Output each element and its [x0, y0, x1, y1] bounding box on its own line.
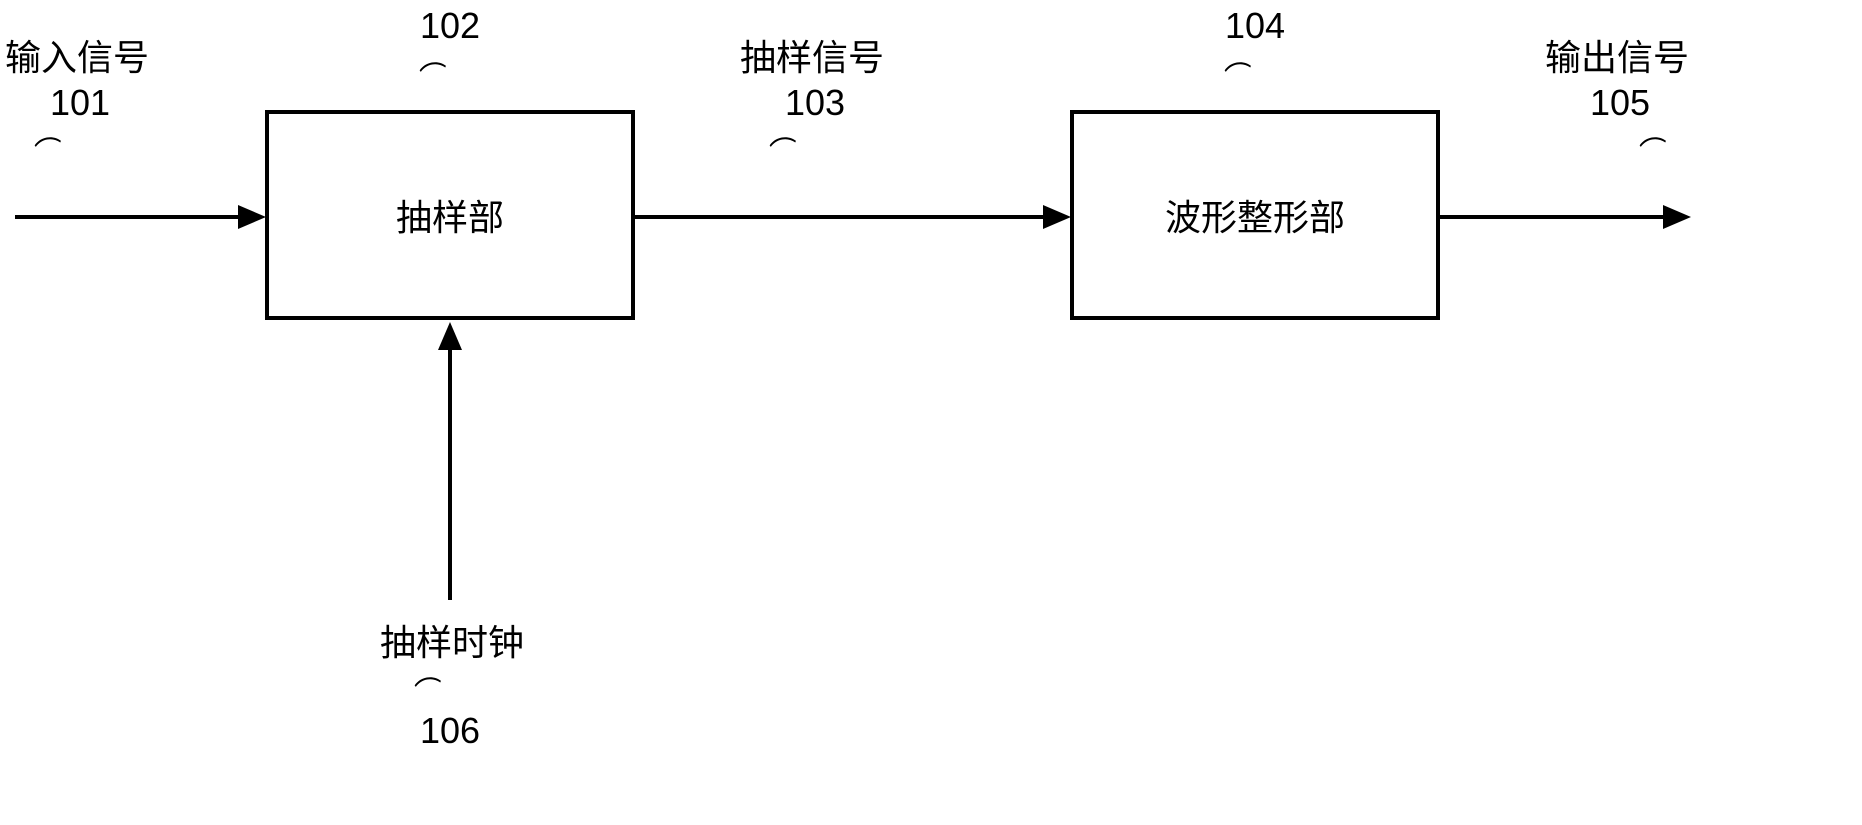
output-arrow-line	[1440, 215, 1665, 219]
waveform-block-label: 波形整形部	[1165, 189, 1345, 241]
sampling-block-label: 抽样部	[396, 189, 504, 241]
block-diagram: 输入信号 101 ⌒ 102 ⌒ 抽样部 抽样信号 103 ⌒ 104 ⌒ 波形…	[0, 0, 1862, 825]
tilde-icon: ⌒	[417, 53, 452, 97]
sampled-signal-text: 抽样信号	[740, 37, 884, 78]
output-signal-text: 输出信号	[1545, 37, 1689, 78]
clock-signal-ref: 106	[420, 710, 480, 752]
sampling-block-ref: 102	[420, 5, 480, 47]
output-arrowhead	[1663, 205, 1691, 229]
clock-arrowhead	[438, 322, 462, 350]
input-signal-text: 输入信号	[5, 37, 149, 78]
input-arrowhead	[238, 205, 266, 229]
output-signal-ref: 105	[1590, 82, 1650, 124]
sampled-signal-label: 抽样信号	[740, 35, 884, 82]
clock-signal-text: 抽样时钟	[380, 622, 524, 663]
tilde-icon: ⌒	[412, 668, 447, 712]
tilde-icon: ⌒	[1637, 128, 1672, 172]
input-arrow-line	[15, 215, 240, 219]
input-signal-ref: 101	[50, 82, 110, 124]
sampling-block: 抽样部	[265, 110, 635, 320]
output-signal-label: 输出信号	[1545, 35, 1689, 82]
sampled-signal-ref: 103	[785, 82, 845, 124]
waveform-block: 波形整形部	[1070, 110, 1440, 320]
tilde-icon: ⌒	[1222, 53, 1257, 97]
waveform-block-ref: 104	[1225, 5, 1285, 47]
input-signal-label: 输入信号	[5, 35, 149, 82]
clock-arrow-line	[448, 348, 452, 600]
tilde-icon: ⌒	[32, 128, 67, 172]
clock-signal-label: 抽样时钟	[380, 620, 524, 667]
mid-arrowhead	[1043, 205, 1071, 229]
tilde-icon: ⌒	[767, 128, 802, 172]
mid-arrow-line	[635, 215, 1045, 219]
